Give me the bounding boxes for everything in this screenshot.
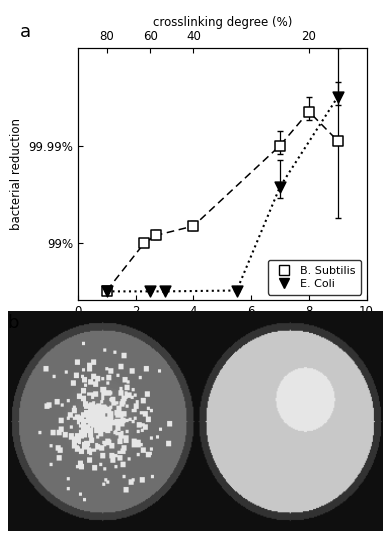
X-axis label: crosslinking degree (%): crosslinking degree (%) — [152, 16, 292, 29]
Point — [335, 137, 341, 145]
Text: b: b — [8, 314, 19, 332]
Point — [234, 286, 240, 295]
Text: a: a — [20, 23, 32, 41]
Point — [190, 222, 197, 230]
Point — [104, 286, 110, 295]
Point — [335, 93, 341, 101]
Y-axis label: bacterial reduction: bacterial reduction — [10, 118, 23, 230]
Legend: B. Subtilis, E. Coli: B. Subtilis, E. Coli — [268, 260, 361, 295]
Point — [104, 287, 110, 296]
X-axis label: $n_{DMAMS}$/$n_{EGDA}$: $n_{DMAMS}$/$n_{EGDA}$ — [180, 324, 265, 339]
Point — [147, 287, 153, 296]
Point — [161, 287, 168, 296]
Point — [153, 231, 159, 240]
Point — [141, 239, 147, 247]
Point — [277, 142, 283, 150]
Point — [277, 182, 283, 191]
Point — [306, 107, 312, 116]
